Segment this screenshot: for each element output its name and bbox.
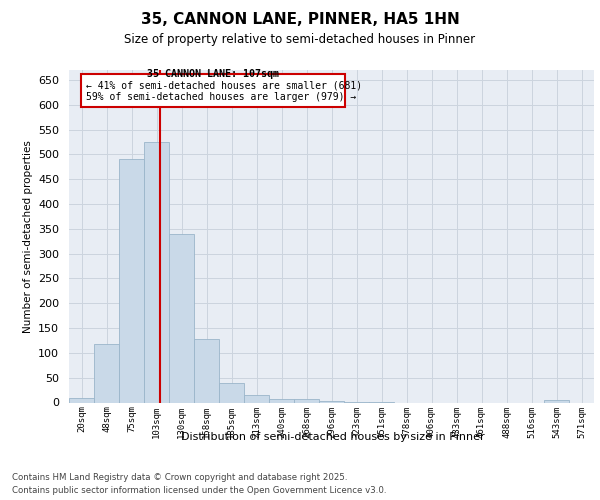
Bar <box>319 401 344 402</box>
FancyBboxPatch shape <box>81 74 345 106</box>
Bar <box>244 395 269 402</box>
Text: Distribution of semi-detached houses by size in Pinner: Distribution of semi-detached houses by … <box>181 432 485 442</box>
Text: 59% of semi-detached houses are larger (979) →: 59% of semi-detached houses are larger (… <box>86 92 356 102</box>
Text: Contains HM Land Registry data © Crown copyright and database right 2025.: Contains HM Land Registry data © Crown c… <box>12 472 347 482</box>
Bar <box>94 344 119 403</box>
Bar <box>169 234 194 402</box>
Bar <box>145 142 169 403</box>
Y-axis label: Number of semi-detached properties: Number of semi-detached properties <box>23 140 32 332</box>
Text: 35 CANNON LANE: 107sqm: 35 CANNON LANE: 107sqm <box>147 70 279 80</box>
Text: ← 41% of semi-detached houses are smaller (681): ← 41% of semi-detached houses are smalle… <box>86 80 362 90</box>
Bar <box>269 398 293 402</box>
Bar <box>220 382 244 402</box>
Bar <box>295 399 319 402</box>
Bar <box>544 400 569 402</box>
Bar <box>70 398 94 402</box>
Bar <box>119 160 143 402</box>
Text: 35, CANNON LANE, PINNER, HA5 1HN: 35, CANNON LANE, PINNER, HA5 1HN <box>140 12 460 28</box>
Text: Contains public sector information licensed under the Open Government Licence v3: Contains public sector information licen… <box>12 486 386 495</box>
Bar <box>194 339 218 402</box>
Text: Size of property relative to semi-detached houses in Pinner: Size of property relative to semi-detach… <box>124 32 476 46</box>
